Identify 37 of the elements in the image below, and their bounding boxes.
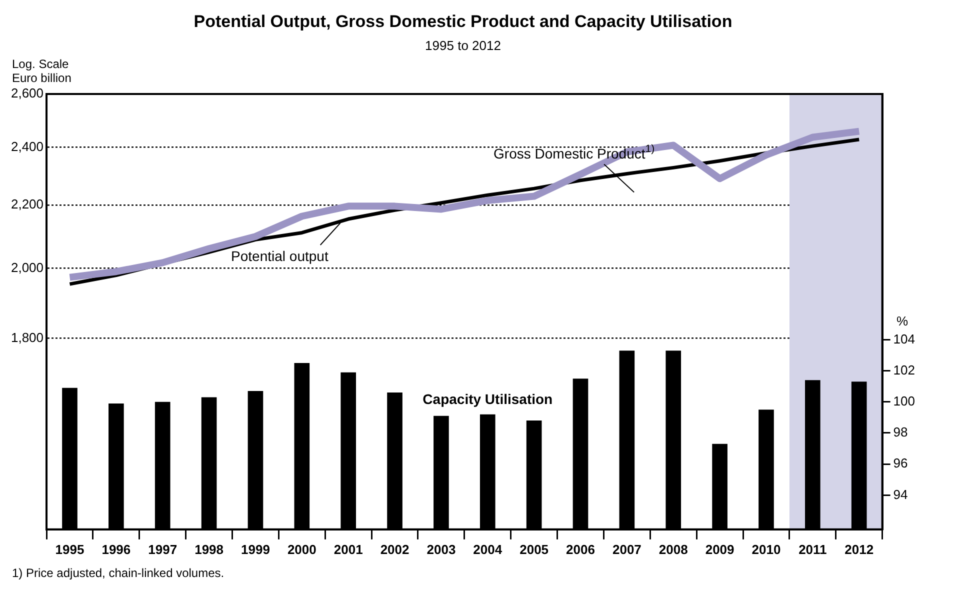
- x-tick-label: 1995: [55, 542, 84, 557]
- x-tick-label: 2003: [426, 542, 456, 557]
- x-tick-label: 2000: [287, 542, 316, 557]
- y-tick-label: 2,200: [10, 196, 44, 212]
- y2-tick-label: 104: [893, 331, 916, 346]
- x-tick-label: 2009: [705, 542, 734, 557]
- y2-tick-label: 96: [893, 456, 908, 471]
- legend-label: Potential output: [231, 248, 328, 264]
- x-tick-label: 2011: [798, 542, 827, 557]
- series-label: Capacity Utilisation: [422, 391, 553, 408]
- y2-axis-title: %: [896, 314, 909, 329]
- x-tick-label: 1997: [148, 542, 178, 557]
- y2-tick-label: 102: [893, 362, 916, 378]
- y-axis-title: Euro billion: [12, 71, 72, 85]
- x-tick-label: 2008: [658, 542, 688, 557]
- x-tick-label: 2002: [380, 542, 410, 557]
- x-tick-label: 2010: [752, 542, 781, 557]
- x-tick-label: 2012: [844, 542, 874, 557]
- x-tick-label: 1999: [241, 542, 270, 557]
- chart-title: Potential Output, Gross Domestic Product and Capacity Utilisation: [194, 12, 732, 31]
- x-tick-label: 1998: [194, 542, 224, 557]
- y2-tick-label: 94: [893, 486, 908, 502]
- chart-subtitle: 1995 to 2012: [425, 38, 501, 53]
- text: Log. Scale: [12, 57, 70, 71]
- x-tick-label: 2005: [520, 542, 549, 557]
- y-tick-label: 2,000: [10, 260, 44, 275]
- text: 1) Price adjusted, chain-linked volumes.: [12, 566, 224, 580]
- x-tick-label: 2007: [612, 542, 642, 557]
- y2-tick-label: 98: [893, 424, 908, 440]
- x-tick-label: 1996: [102, 542, 131, 557]
- y-tick-label: 1,800: [10, 330, 44, 345]
- x-tick-label: 2006: [566, 542, 595, 557]
- y2-tick-label: 100: [893, 393, 916, 408]
- x-tick-label: 2001: [334, 542, 363, 557]
- x-tick-label: 2004: [473, 542, 503, 557]
- y-tick-label: 2,400: [10, 138, 44, 154]
- y-tick-label: 2,600: [10, 86, 44, 101]
